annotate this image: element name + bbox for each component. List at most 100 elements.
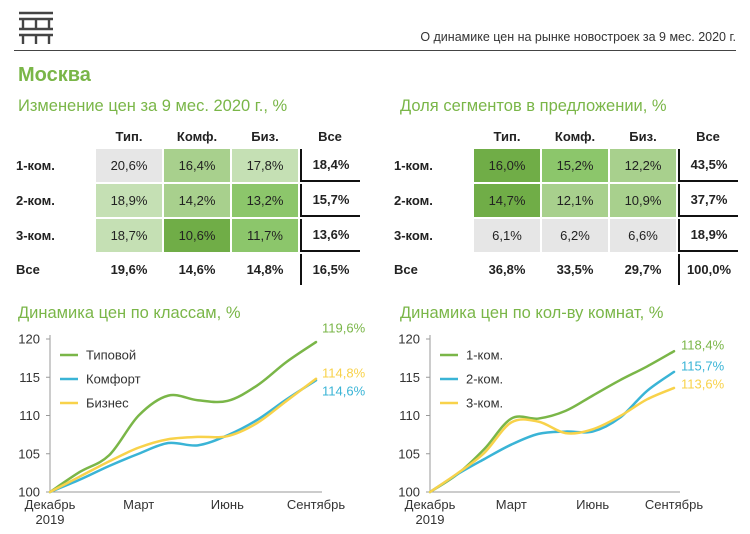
table-cell: 6,6% (610, 219, 676, 252)
column-header: Комф. (554, 128, 596, 144)
series-end-label: 118,4% (681, 338, 725, 353)
table-cell: 10,6% (164, 219, 230, 252)
y-tick-label: 105 (398, 446, 420, 461)
table-cell: 6,2% (542, 219, 608, 252)
document-title: О динамике цен на рынке новостроек за 9 … (420, 30, 736, 44)
row-label: 1-ком. (394, 158, 433, 173)
row-total: 13,6% (300, 219, 360, 252)
row-label: 2-ком. (16, 193, 55, 208)
column-header: Все (696, 128, 720, 144)
y-tick-label: 120 (398, 332, 420, 347)
x-tick-label: Июнь (211, 497, 244, 512)
table-row: 2-ком. 14,7% 12,1% 10,9% 37,7% (394, 184, 738, 217)
x-tick-label: Март (496, 497, 527, 512)
legend-label: Типовой (86, 348, 136, 363)
table-row: 2-ком. 18,9% 14,2% 13,2% 15,7% (16, 184, 360, 217)
column-header: Тип. (115, 128, 143, 144)
table-cell: 20,6% (96, 149, 162, 182)
table-cell: 14,7% (474, 184, 540, 217)
y-tick-label: 120 (18, 332, 40, 347)
row-label: Все (394, 262, 418, 277)
table-row: 3-ком. 6,1% 6,2% 6,6% 18,9% (394, 219, 738, 252)
table-cell: 15,2% (542, 149, 608, 182)
series-line (48, 379, 318, 494)
column-header: Все (318, 128, 342, 144)
city-heading: Москва (18, 64, 91, 86)
table-cell: 18,9% (96, 184, 162, 217)
series-line (428, 386, 676, 494)
chart-title-rooms: Динамика цен по кол-ву комнат, % (400, 304, 664, 322)
x-tick-label: Июнь (576, 497, 609, 512)
legend-label: 2-ком. (466, 372, 503, 387)
row-label: 1-ком. (16, 158, 55, 173)
series-end-label: 114,8% (322, 365, 366, 380)
row-total: 16,5% (300, 254, 360, 285)
series-end-label: 114,6% (322, 383, 366, 398)
y-tick-label: 115 (399, 370, 420, 385)
series-end-label: 119,6% (322, 321, 366, 336)
column-header: Комф. (176, 128, 218, 144)
x-tick-label: 2019 (36, 512, 65, 527)
table-cell: 33,5% (556, 262, 594, 277)
y-tick-label: 105 (18, 446, 40, 461)
y-tick-label: 115 (19, 370, 40, 385)
x-tick-label: Сентябрь (645, 497, 703, 512)
row-total: 18,9% (678, 219, 738, 252)
table-cell: 18,7% (96, 219, 162, 252)
legend-label: Комфорт (86, 372, 141, 387)
table-cell: 6,1% (474, 219, 540, 252)
share-table-title: Доля сегментов в предложении, % (400, 97, 667, 115)
column-header: Тип. (493, 128, 521, 144)
legend-label: Бизнес (86, 396, 129, 411)
table-cell: 14,2% (164, 184, 230, 217)
x-tick-label: Декабрь (25, 497, 76, 512)
series-end-label: 113,6% (681, 376, 725, 391)
chart-title-classes: Динамика цен по классам, % (18, 304, 241, 322)
table-cell: 11,7% (232, 219, 298, 252)
series-line (48, 377, 318, 494)
y-tick-label: 110 (399, 408, 420, 423)
table-cell: 12,2% (610, 149, 676, 182)
table-cell: 16,4% (164, 149, 230, 182)
row-total: 100,0% (678, 254, 738, 285)
legend-label: 1-ком. (466, 348, 503, 363)
y-tick-label: 100 (18, 485, 40, 500)
table-cell: 14,6% (178, 262, 216, 277)
segment-share-table: Тип. Комф. Биз. Все 1-ком. 16,0% 15,2% 1… (392, 123, 740, 287)
legend-label: 3-ком. (466, 396, 503, 411)
header-divider (14, 50, 736, 51)
y-tick-label: 110 (19, 408, 40, 423)
price-table-title: Изменение цен за 9 мес. 2020 г., % (18, 97, 288, 115)
series-end-label: 115,7% (681, 358, 725, 373)
row-label: 3-ком. (16, 228, 55, 243)
table-cell: 10,9% (610, 184, 676, 217)
table-cell: 19,6% (110, 262, 148, 277)
table-row-all: Все 19,6% 14,6% 14,8% 16,5% (16, 254, 360, 285)
series-line (428, 370, 676, 494)
y-tick-label: 100 (398, 485, 420, 500)
table-cell: 12,1% (542, 184, 608, 217)
dom-rf-logo-icon (19, 11, 53, 44)
table-row-all: Все 36,8% 33,5% 29,7% 100,0% (394, 254, 738, 285)
price-change-table: Тип. Комф. Биз. Все 1-ком. 20,6% 16,4% 1… (14, 123, 362, 287)
x-tick-label: 2019 (416, 512, 445, 527)
row-total: 18,4% (300, 149, 360, 182)
row-total: 37,7% (678, 184, 738, 217)
row-total: 15,7% (300, 184, 360, 217)
x-tick-label: Декабрь (405, 497, 456, 512)
table-row: 1-ком. 16,0% 15,2% 12,2% 43,5% (394, 149, 738, 182)
row-label: Все (16, 262, 40, 277)
x-tick-label: Сентябрь (287, 497, 345, 512)
table-cell: 16,0% (474, 149, 540, 182)
table-cell: 14,8% (246, 262, 284, 277)
table-cell: 13,2% (232, 184, 298, 217)
column-header: Биз. (629, 128, 657, 144)
row-label: 2-ком. (394, 193, 433, 208)
row-total: 43,5% (678, 149, 738, 182)
series-line (48, 340, 318, 494)
table-row: 3-ком. 18,7% 10,6% 11,7% 13,6% (16, 219, 360, 252)
table-cell: 17,8% (232, 149, 298, 182)
column-header: Биз. (251, 128, 279, 144)
